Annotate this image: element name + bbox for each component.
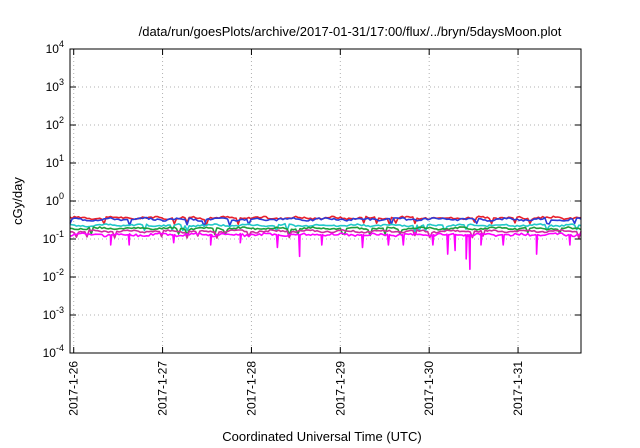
y-tick-label: 104 xyxy=(46,39,64,56)
y-tick-label: 100 xyxy=(46,191,64,208)
x-tick-label: 2017-1-26 xyxy=(67,361,81,416)
series-line xyxy=(69,222,582,233)
x-tick-label: 2017-1-29 xyxy=(333,361,347,416)
grid xyxy=(70,49,581,353)
y-axis-label: cGy/day xyxy=(10,177,25,225)
y-tick-label: 103 xyxy=(46,77,64,94)
y-tick-label: 102 xyxy=(46,115,64,132)
axes: 10-4 10-3 10-2 10-1 100 101 102 103 104 2017-1-26… xyxy=(43,39,581,416)
y-tick-label: 10-4 xyxy=(43,343,64,360)
chart-title: /data/run/goesPlots/archive/2017-01-31/1… xyxy=(139,24,562,39)
x-tick-label: 2017-1-30 xyxy=(422,361,436,416)
series-line xyxy=(69,228,582,239)
series-line xyxy=(69,226,582,237)
y-tick-label: 101 xyxy=(46,153,64,170)
series-line xyxy=(69,232,582,270)
y-tick-label: 10-3 xyxy=(43,305,64,322)
x-tick-label: 2017-1-28 xyxy=(244,361,258,416)
y-tick-label: 10-1 xyxy=(43,229,64,246)
plot-area xyxy=(69,215,582,270)
x-axis-label: Coordinated Universal Time (UTC) xyxy=(222,429,421,444)
x-tick-label: 2017-1-31 xyxy=(511,361,525,416)
x-tick-label: 2017-1-27 xyxy=(156,361,170,416)
series-line xyxy=(69,216,582,227)
y-tick-label: 10-2 xyxy=(43,267,64,284)
